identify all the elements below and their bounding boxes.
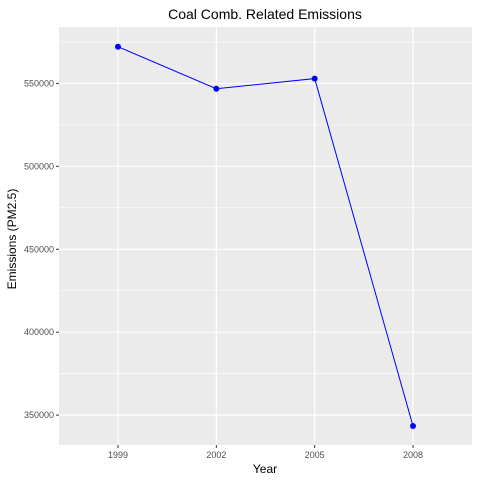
data-point [115,43,121,50]
chart-title: Coal Comb. Related Emissions [168,6,362,22]
major-grid [59,27,472,445]
y-tick-label: 350000 [24,410,54,420]
plot-panel [59,27,472,445]
series-line [117,46,414,427]
data-point [311,75,318,82]
y-tick-label: 400000 [24,327,54,337]
y-axis: 350000 400000 450000 500000 550000 [24,78,59,420]
x-tick-label: 2002 [206,450,226,460]
data-point [213,85,220,92]
x-tick-label: 1999 [108,450,128,460]
x-tick-label: 2008 [403,450,423,460]
x-tick-label: 2005 [305,450,325,460]
y-tick-label: 500000 [24,161,54,171]
x-axis-title: Year [253,462,277,476]
y-tick-label: 550000 [24,78,54,88]
minor-grid [59,41,472,374]
x-axis: 1999 2002 2005 2008 [108,445,423,460]
y-tick-label: 450000 [24,244,54,254]
data-point [410,423,416,430]
series-layer [115,43,416,430]
y-axis-title: Emissions (PM2.5) [5,189,19,290]
